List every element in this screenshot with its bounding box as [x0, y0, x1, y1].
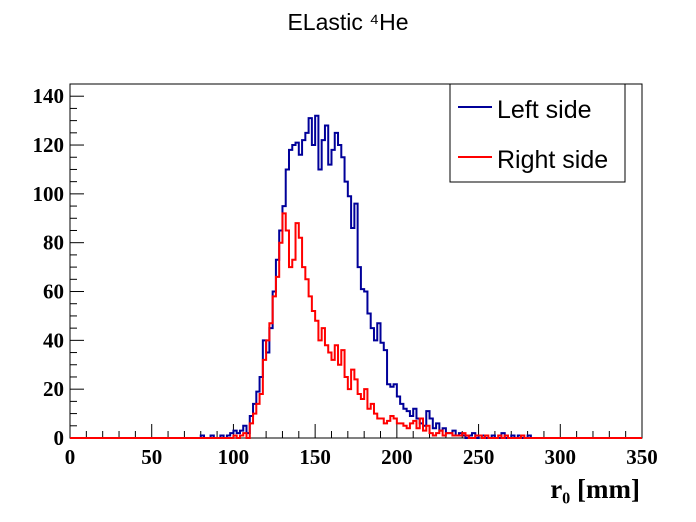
x-tick-label: 250	[463, 445, 495, 469]
y-tick-label: 40	[43, 328, 64, 352]
legend: Left side Right side	[449, 83, 626, 183]
series-left-side	[70, 114, 642, 439]
x-tick-label: 200	[381, 445, 413, 469]
plot-frame	[69, 83, 643, 439]
y-tick-label: 80	[43, 231, 64, 255]
chart-title: ELastic ⁴He	[287, 9, 408, 35]
tick-labels: 0 50 100 150 200 250 300 350 0 20 40 60 80 100 120 140	[33, 84, 658, 469]
y-tick-label: 140	[33, 84, 65, 108]
series-layer	[70, 114, 642, 439]
x-tick-label: 150	[299, 445, 331, 469]
legend-label-left: Left side	[497, 96, 592, 124]
x-tick-label: 100	[218, 445, 250, 469]
y-tick-label: 100	[33, 182, 65, 206]
x-tick-label: 0	[65, 445, 76, 469]
y-tick-label: 0	[54, 426, 65, 450]
series-right-side	[70, 212, 642, 439]
x-axis-label: r₀ [mm]	[550, 474, 640, 504]
x-tick-label: 300	[545, 445, 577, 469]
legend-box	[449, 83, 626, 183]
x-tick-label: 350	[626, 445, 658, 469]
x-tick-label: 50	[141, 445, 162, 469]
y-tick-label: 120	[33, 133, 65, 157]
legend-label-right: Right side	[497, 146, 608, 174]
y-tick-label: 60	[43, 280, 64, 304]
y-tick-label: 20	[43, 377, 64, 401]
